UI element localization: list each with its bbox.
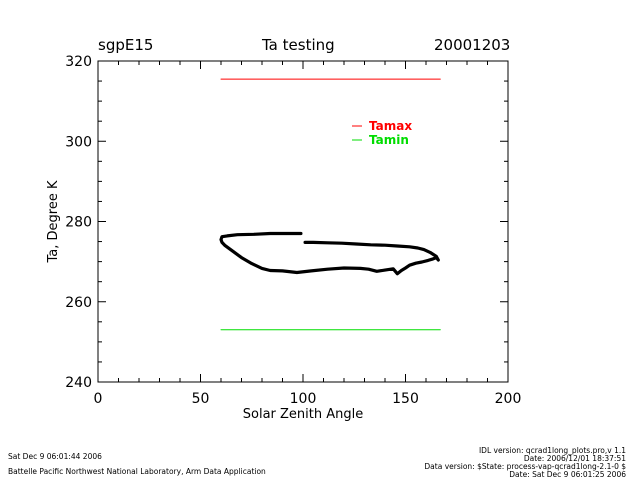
y-tick-label: 260 [65, 295, 92, 311]
site-label: sgpE15 [98, 36, 154, 54]
plot-frame [97, 60, 509, 383]
ta-data-line [219, 231, 440, 276]
footer-data-date: Date: Sat Dec 9 06:01:25 2006 [509, 470, 626, 479]
legend-label-tamin: Tamin [369, 133, 409, 147]
legend-label-tamax: Tamax [369, 119, 412, 133]
y-tick-label: 280 [65, 215, 92, 231]
x-tick-label: 100 [290, 391, 317, 407]
chart-title: Ta testing [262, 36, 335, 54]
footer-idl-date: Date: 2006/12/01 18:37:51 [523, 454, 626, 463]
y-tick-label: 300 [65, 134, 92, 150]
y-tick-label: 240 [65, 375, 92, 391]
y-axis-label: Ta, Degree K [46, 180, 61, 263]
y-tick-label: 320 [65, 54, 92, 70]
date-label: 20001203 [434, 36, 511, 54]
x-tick-label: 0 [94, 391, 103, 407]
x-tick-label: 50 [192, 391, 210, 407]
footer-timestamp: Sat Dec 9 06:01:44 2006 [8, 452, 102, 461]
footer-data-version: Data version: $State: process-vap-qcrad1… [424, 462, 626, 471]
x-tick-label: 200 [495, 391, 522, 407]
x-axis-label: Solar Zenith Angle [243, 407, 363, 422]
footer-credit: Battelle Pacific Northwest National Labo… [8, 467, 266, 476]
x-tick-label: 150 [392, 391, 419, 407]
footer-idl-version: IDL version: qcrad1long_plots.pro,v 1.1 [478, 446, 626, 455]
